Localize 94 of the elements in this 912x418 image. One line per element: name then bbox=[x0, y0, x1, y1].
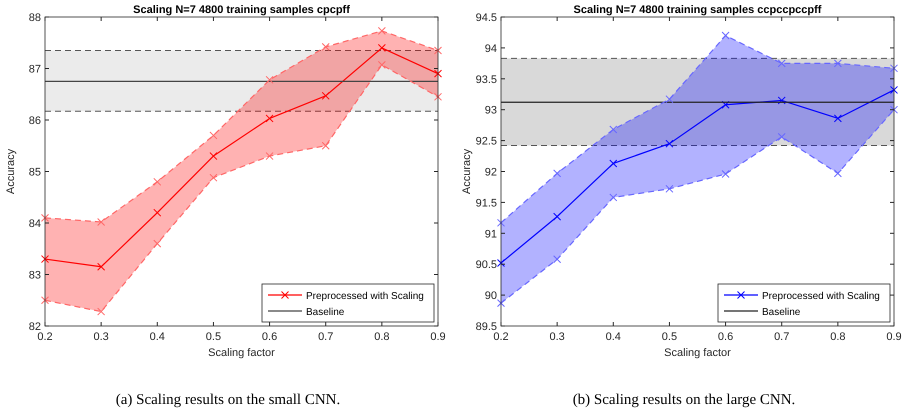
x-tick-label: 0.2 bbox=[37, 331, 53, 343]
point bbox=[322, 92, 330, 100]
y-tick-label: 90.5 bbox=[476, 259, 497, 272]
point bbox=[322, 42, 330, 51]
y-tick-label: 86 bbox=[28, 115, 41, 127]
x-tick-label: 0.4 bbox=[150, 331, 165, 343]
point bbox=[553, 255, 562, 264]
y-tick-label: 90 bbox=[484, 290, 497, 302]
legend-label: Baseline bbox=[306, 307, 345, 318]
point bbox=[722, 32, 730, 40]
point bbox=[41, 255, 49, 264]
point bbox=[153, 208, 162, 217]
point bbox=[209, 174, 218, 182]
point bbox=[497, 258, 505, 267]
legend-label: Baseline bbox=[762, 307, 801, 318]
y-tick-label: 93 bbox=[484, 104, 497, 117]
x-tick-label: 0.4 bbox=[606, 331, 621, 343]
point bbox=[97, 218, 106, 226]
x-tick-label: 0.8 bbox=[374, 331, 390, 343]
point bbox=[553, 169, 562, 178]
y-tick-label: 94.5 bbox=[476, 12, 497, 24]
point bbox=[722, 170, 730, 178]
point bbox=[153, 178, 162, 186]
y-tick-label: 94 bbox=[484, 42, 497, 55]
chart-title: Scaling N=7 4800 training samples ccpccpccpff bbox=[574, 4, 822, 16]
y-axis-title: Accuracy bbox=[461, 148, 473, 194]
point bbox=[209, 131, 218, 140]
point bbox=[497, 218, 505, 227]
point bbox=[890, 86, 898, 94]
x-tick-label: 0.9 bbox=[886, 331, 902, 343]
y-tick-label: 88 bbox=[28, 12, 41, 24]
y-tick-label: 91 bbox=[484, 228, 497, 240]
legend-label: Preprocessed with Scaling bbox=[762, 291, 880, 302]
point bbox=[41, 214, 49, 222]
point bbox=[890, 64, 898, 72]
point bbox=[434, 92, 442, 101]
point bbox=[322, 142, 330, 150]
point bbox=[497, 299, 505, 308]
x-tick-label: 0.5 bbox=[206, 331, 222, 343]
point bbox=[41, 296, 49, 304]
point bbox=[553, 212, 562, 221]
x-tick-label: 0.6 bbox=[718, 331, 734, 343]
point bbox=[97, 308, 106, 316]
point bbox=[665, 95, 674, 104]
point bbox=[609, 125, 618, 134]
point bbox=[209, 152, 218, 160]
y-tick-label: 92 bbox=[484, 166, 497, 178]
point bbox=[97, 262, 106, 271]
chart-title: Scaling N=7 4800 training samples cpcpff bbox=[133, 4, 350, 16]
point bbox=[266, 152, 274, 160]
point bbox=[153, 240, 162, 248]
y-tick-label: 82 bbox=[28, 321, 41, 333]
x-tick-label: 0.6 bbox=[262, 331, 278, 343]
x-axis-title: Scaling factor bbox=[208, 347, 276, 359]
point bbox=[778, 132, 786, 141]
y-tick-label: 83 bbox=[28, 270, 41, 282]
x-tick-label: 0.2 bbox=[493, 331, 509, 343]
point bbox=[665, 184, 674, 193]
x-tick-label: 0.9 bbox=[430, 331, 446, 343]
point bbox=[378, 60, 386, 69]
point bbox=[834, 169, 842, 178]
x-tick-label: 0.5 bbox=[662, 331, 678, 343]
x-tick-label: 0.8 bbox=[830, 331, 846, 343]
point bbox=[834, 114, 842, 122]
point bbox=[434, 70, 442, 78]
point bbox=[722, 100, 730, 109]
x-tick-label: 0.7 bbox=[774, 331, 790, 343]
text: (b) Scaling results on the large CNN. bbox=[572, 392, 796, 408]
x-axis-title: Scaling factor bbox=[664, 347, 732, 359]
y-tick-label: 89.5 bbox=[476, 321, 497, 333]
legend-label: Preprocessed with Scaling bbox=[306, 291, 424, 302]
point bbox=[434, 46, 442, 54]
point bbox=[609, 159, 618, 168]
x-tick-label: 0.3 bbox=[93, 331, 109, 343]
point bbox=[778, 96, 786, 104]
y-tick-label: 84 bbox=[28, 218, 41, 230]
y-tick-label: 93.5 bbox=[476, 74, 497, 86]
point bbox=[378, 26, 386, 35]
y-tick-label: 85 bbox=[28, 166, 41, 178]
y-tick-label: 91.5 bbox=[476, 197, 497, 210]
point bbox=[266, 114, 274, 122]
text: (a) Scaling results on the small CNN. bbox=[116, 392, 340, 408]
point bbox=[609, 193, 618, 202]
point bbox=[834, 59, 842, 68]
y-tick-label: 87 bbox=[28, 64, 41, 76]
y-axis-title: Accuracy bbox=[5, 148, 17, 194]
point bbox=[665, 140, 674, 148]
y-tick-label: 92.5 bbox=[476, 136, 497, 148]
point bbox=[378, 44, 386, 52]
point bbox=[890, 106, 898, 114]
point bbox=[778, 59, 786, 68]
x-tick-label: 0.7 bbox=[318, 331, 334, 343]
x-tick-label: 0.3 bbox=[549, 331, 565, 343]
point bbox=[266, 76, 274, 84]
